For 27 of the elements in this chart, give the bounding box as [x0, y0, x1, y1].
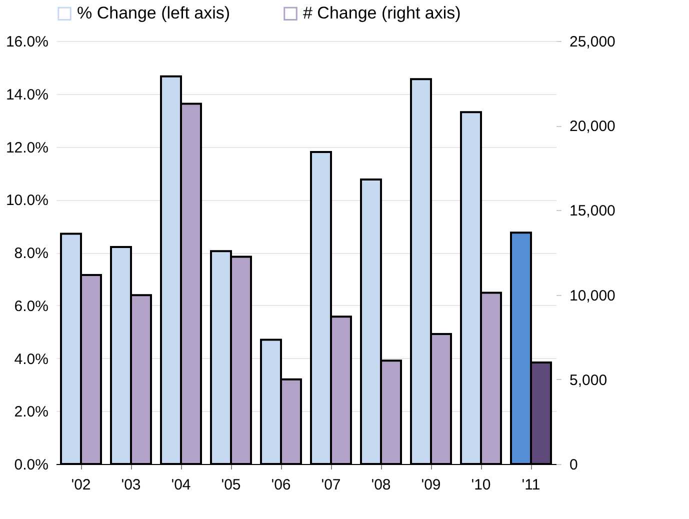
y2-tick-label: 20,000 — [570, 118, 616, 136]
x-tick-label: '06 — [271, 476, 291, 494]
y2-tick-label: 25,000 — [570, 34, 616, 50]
legend-label: % Change (left axis) — [77, 4, 230, 23]
y-tick-label: 8.0% — [14, 245, 48, 262]
y-tick-label: 10.0% — [6, 192, 48, 210]
x-tick-label: '05 — [221, 476, 241, 494]
x-tick-label: '11 — [522, 476, 540, 494]
y-tick-label: 6.0% — [14, 298, 48, 315]
legend-label: # Change (right axis) — [303, 4, 461, 23]
y-tick-label: 14.0% — [6, 86, 48, 104]
y2-tick-label: 10,000 — [570, 287, 616, 304]
x-tick-label: '09 — [421, 476, 441, 494]
y-tick-label: 4.0% — [14, 350, 48, 368]
x-tick-label: '02 — [71, 476, 91, 494]
y-tick-label: 16.0% — [6, 34, 48, 50]
x-tick-label: '04 — [171, 476, 191, 494]
x-tick-label: '08 — [371, 476, 391, 494]
y-tick-label: 2.0% — [14, 404, 48, 421]
y2-tick-label: 15,000 — [570, 202, 616, 220]
x-tick-label: '03 — [121, 476, 141, 494]
y-tick-label: 0.0% — [14, 456, 48, 474]
y-tick-label: 12.0% — [6, 139, 48, 156]
x-tick-label: '10 — [471, 476, 491, 494]
y2-tick-label: 0 — [570, 456, 578, 474]
y2-tick-label: 5,000 — [570, 372, 608, 389]
x-tick-label: '07 — [321, 476, 341, 494]
